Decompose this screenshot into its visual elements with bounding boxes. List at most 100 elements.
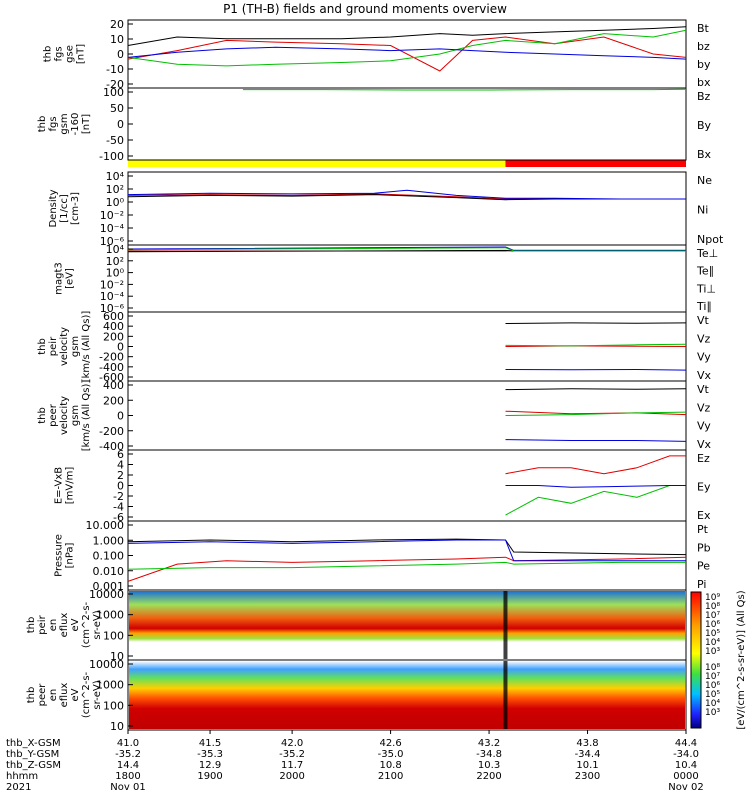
- legend-entry-Ti∥: Ti∥: [696, 300, 712, 313]
- y-axis-label-line: gsm: [70, 405, 81, 426]
- y-tick-label: -200: [99, 425, 124, 438]
- y-tick-label: 10.000: [86, 519, 125, 532]
- y-axis-label-line: gsm: [59, 113, 70, 134]
- y-axis-label-line: [mV/m]: [65, 467, 76, 505]
- colorbar-tick: 10⁶: [705, 681, 720, 691]
- series-line-Vt: [505, 388, 687, 391]
- x-row-value: -34.4: [575, 749, 601, 760]
- legend-entry-Vt: Vt: [697, 314, 710, 327]
- x-row-value: 10.8: [379, 760, 401, 771]
- legend-entry-By: By: [697, 119, 712, 132]
- x-row-value: 43.2: [478, 738, 500, 749]
- colorbar-tick: 10⁸: [705, 663, 720, 673]
- legend-entry-Bt: Bt: [697, 22, 710, 35]
- y-tick-label: 10²: [106, 255, 124, 268]
- y-tick-label: 10⁴: [106, 170, 125, 183]
- x-row-label: hhmm: [6, 771, 38, 782]
- legend-entry-Ex: Ex: [697, 509, 711, 522]
- y-axis-label-line: en: [48, 619, 59, 632]
- y-tick-label: 10: [110, 650, 124, 663]
- y-tick-label: 10⁻⁶: [100, 235, 125, 248]
- y-tick-label: 600: [103, 310, 124, 323]
- x-row-value: 12.9: [199, 760, 221, 771]
- colorbar-tick: 10⁷: [705, 672, 720, 682]
- panel-10: 10000 1000 100 10 thb peer en eflux eV (cm^2-s-sr…: [26, 658, 687, 733]
- y-tick-label: 10⁻⁶: [100, 302, 125, 315]
- y-tick-label: 2: [117, 469, 124, 482]
- y-tick-label: 6: [117, 448, 124, 461]
- y-tick-label: -2: [113, 490, 124, 503]
- legend-entry-Vy: Vy: [697, 420, 711, 433]
- y-axis-label-line: [nT]: [76, 44, 87, 64]
- y-tick-label: 400: [103, 320, 124, 333]
- series-line-Pt: [127, 538, 687, 556]
- x-axis-labels: thb_X-GSM 41.0 41.5 42.0 42.6 43.2 43.8 44.4 thb…: [6, 730, 704, 793]
- x-row-value: 0000: [673, 771, 698, 782]
- legend-entry-Bx: Bx: [697, 148, 712, 161]
- x-row-value: -34.8: [476, 749, 502, 760]
- x-row-label: thb_Y-GSM: [6, 749, 59, 760]
- x-row-value: 10.1: [576, 760, 598, 771]
- y-axis-label-line: thb: [43, 46, 54, 63]
- y-axis-label-line: en: [48, 689, 59, 702]
- y-tick-label: 0.010: [93, 565, 125, 578]
- y-tick-label: 1000: [96, 609, 124, 622]
- x-row-value: 2300: [575, 771, 600, 782]
- legend-entry-Vy: Vy: [697, 351, 711, 364]
- legend-entry-Pe: Pe: [697, 560, 710, 573]
- x-row-label: thb_Z-GSM: [6, 760, 61, 771]
- y-axis-label-line: thb: [37, 116, 48, 133]
- y-axis-label: Density [1/cc] [cm-3]: [48, 189, 81, 227]
- series-line-Vx: [505, 368, 687, 371]
- y-tick-label: 100: [103, 86, 124, 99]
- colorbar-tick: 10⁴: [705, 638, 720, 648]
- y-axis-label-line: Density: [48, 189, 59, 227]
- spectrogram: [129, 661, 685, 729]
- legend-entry-Vt: Vt: [697, 383, 710, 396]
- y-tick-label: 200: [103, 330, 124, 343]
- spectrogram-gap: [503, 661, 508, 729]
- y-axis-label-line: (cm^2-s-: [81, 601, 92, 648]
- legend-entry-Ez: Ez: [697, 452, 710, 465]
- x-row-value: 2200: [476, 771, 501, 782]
- y-axis-label-line: (cm^2-s-: [81, 671, 92, 718]
- series-line-Pi: [127, 539, 686, 562]
- y-tick-label: 200: [103, 394, 124, 407]
- y-tick-label: 10: [110, 33, 124, 46]
- y-axis-label-line: peir: [37, 614, 48, 634]
- colorbar-label-group: [eV/(cm^2-s-sr-eV)] (All Qs): [736, 590, 747, 729]
- x-row-value: 11.7: [281, 760, 303, 771]
- series-line-Ez: [505, 455, 686, 475]
- x-row-value: -35.3: [197, 749, 223, 760]
- y-axis-label-line: peer: [48, 403, 59, 427]
- y-axis-label-line: gse: [65, 45, 76, 63]
- y-tick-label: 10: [110, 720, 124, 733]
- series-line-bx: [127, 46, 687, 60]
- series-line-Bt: [127, 26, 687, 46]
- x-end-date: Nov 02: [668, 782, 703, 793]
- y-axis-label: magt3 [eV]: [54, 262, 76, 295]
- panel-frame: [127, 449, 687, 522]
- x-row-value: -35.0: [378, 749, 404, 760]
- x-row-value: 44.4: [675, 738, 697, 749]
- y-tick-label: 10⁻²: [100, 278, 124, 291]
- legend-entry-Ne: Ne: [697, 174, 712, 187]
- y-tick-label: -4: [113, 501, 124, 514]
- legend-entry-Te∥: Te∥: [696, 265, 714, 278]
- x-row-value: -35.2: [279, 749, 305, 760]
- series-line-Vt: [505, 322, 687, 324]
- y-tick-label: 20: [110, 18, 124, 31]
- x-row-value: 41.5: [199, 738, 221, 749]
- y-axis-label: thb fgs gse [nT]: [43, 44, 87, 64]
- panel-frame: [127, 659, 687, 731]
- y-axis-label-line: thb: [37, 338, 48, 355]
- y-tick-label: 10⁻⁴: [100, 222, 125, 235]
- y-tick-label: 10⁻⁴: [100, 290, 125, 303]
- y-axis-label: thb peer velocity gsm [km/s (All Qs)]: [37, 380, 92, 452]
- panel-9: 10000 1000 100 10 thb peir en eflux eV (cm^2-s-sr…: [26, 588, 687, 663]
- y-tick-label: -600: [99, 371, 124, 384]
